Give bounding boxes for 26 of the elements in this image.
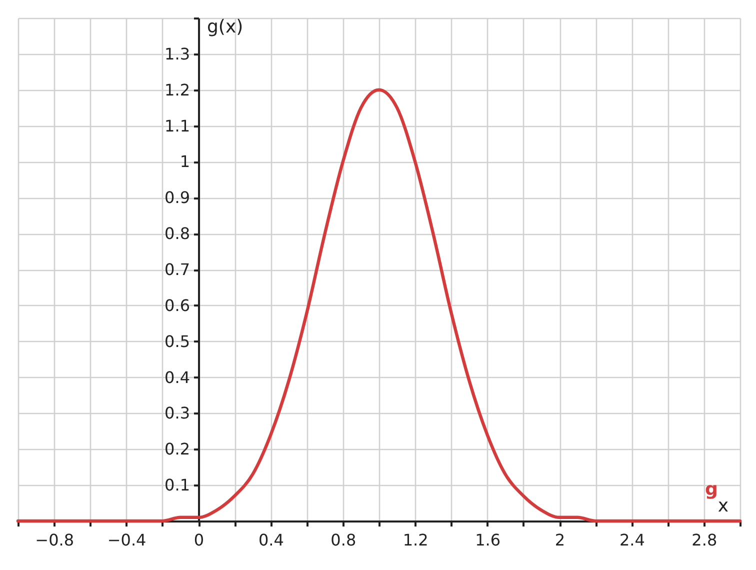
x-tick-label: 0 (194, 530, 204, 550)
x-axis-title: x (718, 496, 729, 516)
x-tick-label: −0.8 (35, 530, 74, 550)
x-tick-label: 1.6 (475, 530, 501, 550)
y-tick-label: 0.6 (164, 296, 190, 315)
y-tick-label: 0.3 (164, 404, 190, 423)
x-tick-label: −0.4 (107, 530, 146, 550)
y-tick-label: 0.9 (164, 188, 190, 208)
y-tick-label: 1 (180, 152, 190, 172)
y-tick-label: 0.7 (164, 260, 190, 279)
y-tick-label: 1.1 (164, 116, 190, 136)
x-tick-label: 2 (554, 530, 566, 550)
y-tick-label: 0.5 (164, 332, 190, 351)
y-tick-label: 0.4 (164, 368, 190, 387)
y-tick-label: 1.3 (164, 44, 190, 64)
y-axis-title: g(x) (207, 16, 244, 38)
x-tick-label: 0.8 (330, 530, 356, 550)
x-tick-label: 1.2 (402, 530, 428, 550)
series-label: g (705, 479, 718, 500)
y-tick-label: 0.1 (164, 476, 190, 495)
y-tick-label: 1.2 (164, 80, 190, 100)
x-tick-label: 2.8 (692, 530, 718, 550)
x-tick-label: 0.4 (258, 530, 284, 550)
y-tick-label: 0.8 (164, 224, 190, 244)
x-tick-label: 2.4 (619, 530, 645, 550)
y-tick-label: 0.2 (164, 440, 190, 459)
